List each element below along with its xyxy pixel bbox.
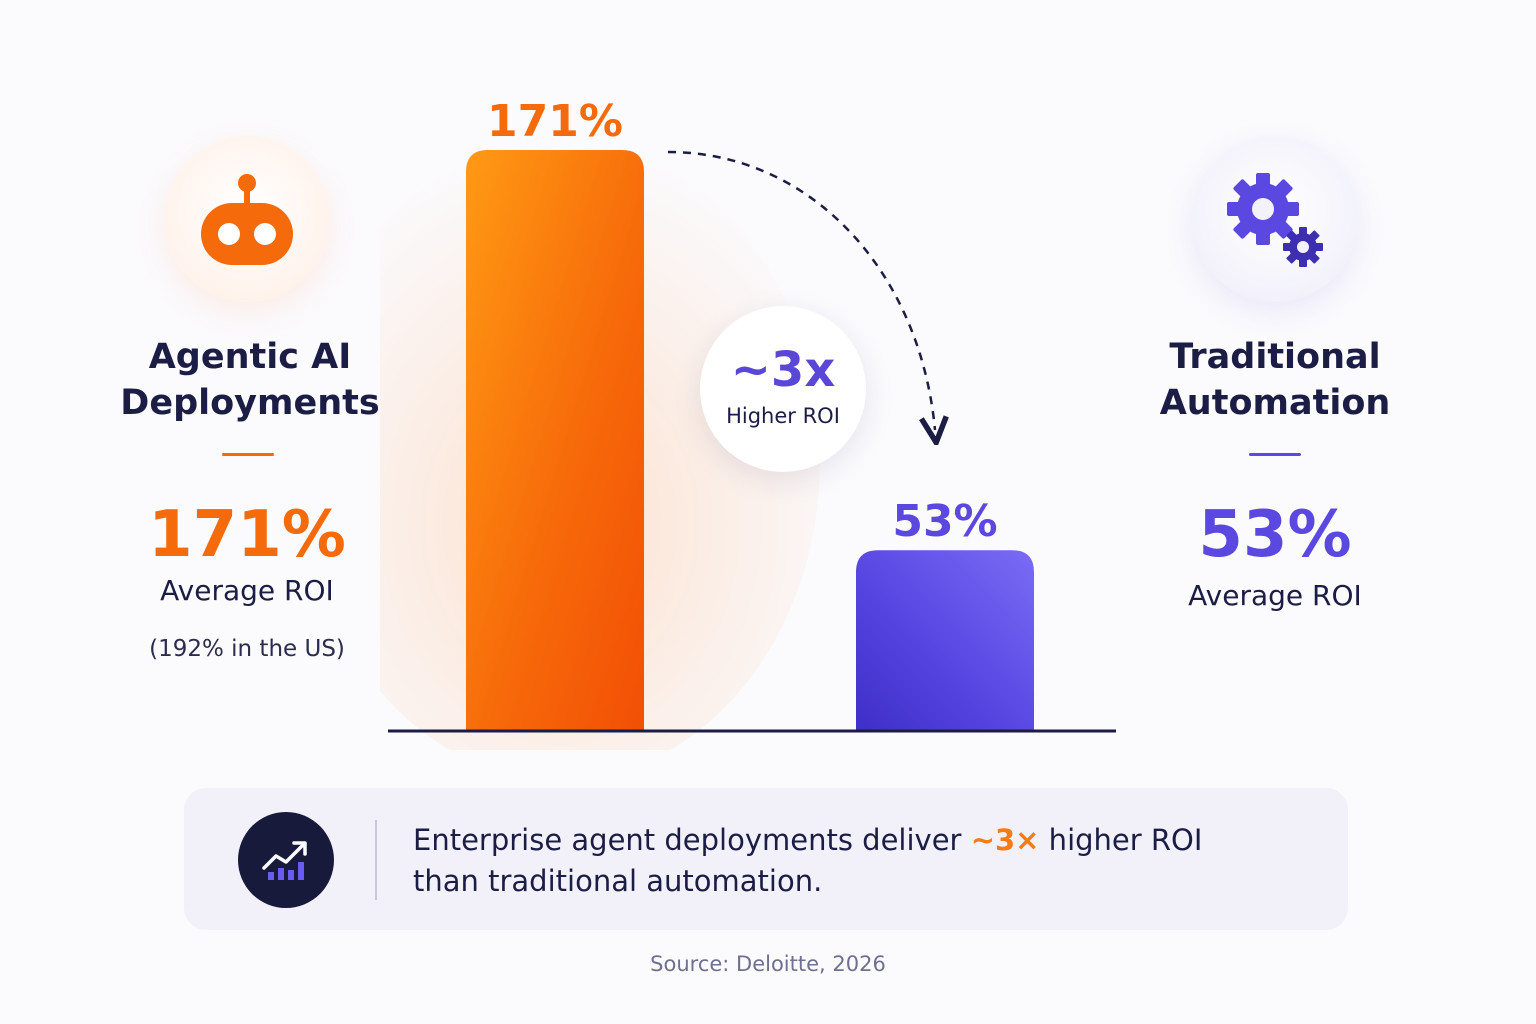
traditional-title-line2: Automation bbox=[1159, 383, 1391, 423]
source-citation: Source: Deloitte, 2026 bbox=[650, 952, 886, 976]
higher-roi-badge: ~3x Higher ROI bbox=[700, 306, 866, 472]
robot-icon bbox=[201, 174, 293, 265]
summary-text: Enterprise agent deployments deliver ~3×… bbox=[413, 820, 1313, 902]
panel-divider bbox=[375, 820, 377, 900]
summary-panel: Enterprise agent deployments deliver ~3×… bbox=[184, 788, 1348, 930]
bar-1 bbox=[856, 550, 1034, 730]
bar-label-0: 171% bbox=[487, 96, 623, 147]
roi-bar-chart: 171% 53% bbox=[380, 96, 1116, 750]
summary-line1: Enterprise agent deployments deliver ~3×… bbox=[413, 820, 1313, 861]
bar-label-1: 53% bbox=[892, 496, 997, 547]
bar-0 bbox=[466, 150, 644, 730]
traditional-roi-value: 53% bbox=[1198, 498, 1352, 572]
summary-highlight: ~3× bbox=[970, 823, 1040, 857]
traditional-roi-label: Average ROI bbox=[1188, 579, 1362, 612]
gears-icon-circle bbox=[1192, 136, 1358, 302]
agentic-title: Agentic AI Deployments bbox=[100, 334, 400, 426]
agentic-roi-value: 171% bbox=[148, 498, 346, 572]
agentic-us-note: (192% in the US) bbox=[149, 636, 345, 662]
summary-text-after: higher ROI bbox=[1039, 823, 1203, 857]
summary-line2: than traditional automation. bbox=[413, 864, 823, 898]
agentic-title-line1: Agentic AI bbox=[148, 337, 352, 377]
agentic-rule bbox=[222, 453, 274, 456]
summary-text-before: Enterprise agent deployments deliver bbox=[413, 823, 971, 857]
robot-icon-circle bbox=[164, 136, 330, 302]
agentic-title-line2: Deployments bbox=[120, 383, 380, 423]
badge-multiplier: ~3x bbox=[730, 342, 836, 398]
traditional-rule bbox=[1249, 453, 1301, 456]
agentic-roi-label: Average ROI bbox=[160, 574, 334, 607]
trending-up-chart-icon bbox=[238, 812, 334, 908]
badge-label: Higher ROI bbox=[726, 404, 840, 428]
traditional-title-line1: Traditional bbox=[1169, 337, 1381, 377]
gears-icon bbox=[1227, 173, 1323, 267]
traditional-title: Traditional Automation bbox=[1125, 334, 1425, 426]
